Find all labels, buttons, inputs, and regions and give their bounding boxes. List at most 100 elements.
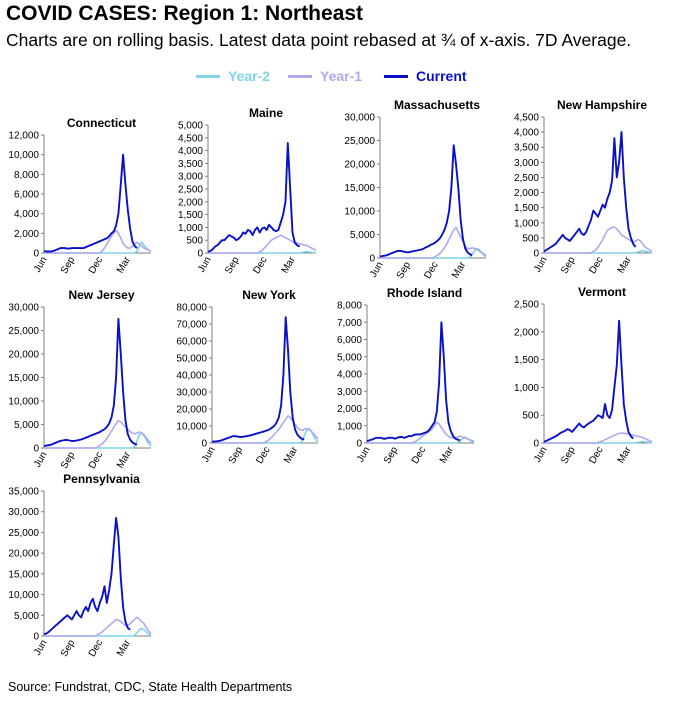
chart-title: Massachusetts: [394, 98, 480, 112]
x-tick-label: Sep: [382, 445, 401, 466]
x-tick-label: Dec: [254, 445, 272, 466]
y-tick-label: 10,000: [176, 422, 207, 433]
y-tick-label: 1,500: [514, 203, 539, 214]
chart-massachusetts: Massachusetts 0 5,000 10,000 15,000 20,000 25,…: [344, 98, 487, 281]
y-tick-label: 30,000: [8, 507, 39, 518]
chart-rhode-island: Rhode Island 0 1,000 2,000 3,000 4,000 5,000 6,…: [337, 286, 475, 466]
series-line-current: [543, 319, 634, 443]
legend-swatch-current: [384, 74, 408, 78]
y-tick-label: 0: [33, 249, 39, 260]
y-tick-label: 2,000: [178, 197, 203, 208]
y-tick-label: 1,500: [514, 355, 539, 366]
series-line-year-1: [44, 616, 152, 637]
y-tick-label: 5,000: [14, 611, 39, 622]
chart-new-york: New York 0 10,000 20,000 30,000 40,000 50,000 6…: [176, 288, 319, 466]
series-line-current: [207, 141, 301, 253]
chart-connecticut: Connecticut 0 2,000 4,000 6,000 8,000 10,000 12…: [8, 116, 152, 276]
y-tick-label: 60,000: [176, 337, 207, 348]
chart-new-jersey: New Jersey 0 5,000 10,000 15,000 20,000 25,000…: [8, 288, 152, 471]
y-tick-label: 20,000: [344, 160, 375, 171]
y-tick-label: 3,500: [178, 159, 203, 170]
series-line-current: [43, 153, 138, 253]
y-tick-label: 2,000: [337, 404, 362, 415]
legend-label-year-1: Year-1: [320, 68, 363, 84]
y-tick-label: 4,500: [178, 133, 203, 144]
y-tick-label: 3,000: [178, 172, 203, 183]
series-line-current: [211, 316, 305, 443]
legend-label-current: Current: [416, 68, 467, 84]
legend-swatch-year-1: [288, 74, 312, 78]
series-line-current: [366, 321, 461, 443]
y-tick-label: 2,000: [514, 188, 539, 199]
legend-swatch-year-2: [196, 74, 220, 78]
y-tick-label: 3,000: [337, 387, 362, 398]
y-tick-label: 15,000: [8, 569, 39, 580]
chart-title: Rhode Island: [387, 286, 462, 300]
x-tick-label: Sep: [559, 445, 578, 466]
series-line-current: [379, 144, 473, 258]
y-tick-label: 2,500: [514, 173, 539, 184]
x-tick-label: Sep: [559, 255, 578, 276]
y-tick-label: 70,000: [176, 320, 207, 331]
x-tick-label: Sep: [59, 255, 78, 276]
y-tick-label: 0: [201, 439, 207, 450]
y-tick-label: 25,000: [344, 136, 375, 147]
chart-title: New Jersey: [68, 288, 134, 302]
y-tick-label: 6,000: [14, 190, 39, 201]
x-tick-label: Mar: [438, 444, 456, 465]
page-title: COVID CASES: Region 1: Northeast: [6, 2, 364, 25]
x-tick-label: Sep: [395, 260, 414, 281]
y-tick-label: 12,000: [8, 131, 39, 142]
y-tick-label: 1,000: [514, 383, 539, 394]
y-tick-label: 0: [533, 249, 539, 260]
y-tick-label: 20,000: [8, 549, 39, 560]
y-tick-label: 6,000: [337, 335, 362, 346]
y-tick-label: 30,000: [176, 388, 207, 399]
series-line-year-1: [544, 226, 653, 254]
y-tick-label: 0: [533, 439, 539, 450]
y-tick-label: 500: [522, 233, 539, 244]
x-tick-label: Sep: [223, 255, 242, 276]
y-tick-label: 0: [33, 444, 39, 455]
y-tick-label: 15,000: [344, 183, 375, 194]
chart-pennsylvania: Pennsylvania 0 5,000 10,000 15,000 20,000 25,0…: [8, 472, 152, 659]
y-tick-label: 5,000: [337, 352, 362, 363]
y-tick-label: 10,000: [8, 150, 39, 161]
y-tick-label: 5,000: [178, 121, 203, 132]
x-tick-label: Dec: [251, 255, 269, 276]
y-tick-label: 4,500: [514, 113, 539, 124]
y-tick-label: 4,000: [14, 209, 39, 220]
y-tick-label: 40,000: [176, 371, 207, 382]
y-tick-label: 20,000: [8, 350, 39, 361]
series-line-year-1: [212, 414, 319, 444]
y-tick-label: 0: [197, 249, 203, 260]
x-tick-label: Mar: [616, 444, 634, 465]
series-line-year-1: [380, 226, 487, 259]
x-tick-label: Sep: [59, 638, 78, 659]
y-tick-label: 50,000: [176, 354, 207, 365]
y-tick-label: 2,500: [178, 185, 203, 196]
chart-title: Connecticut: [67, 116, 136, 130]
series-line-year-1: [208, 234, 317, 254]
series-line-current: [43, 516, 131, 636]
y-tick-label: 5,000: [14, 420, 39, 431]
y-tick-label: 0: [369, 254, 375, 265]
x-tick-label: Sep: [227, 445, 246, 466]
y-tick-label: 1,000: [514, 218, 539, 229]
x-tick-label: Dec: [587, 255, 605, 276]
series-line-current: [43, 317, 138, 448]
y-tick-label: 1,000: [337, 421, 362, 432]
source-note: Source: Fundstrat, CDC, State Health Dep…: [8, 680, 293, 694]
legend: Year-2 Year-1 Current: [0, 68, 677, 94]
y-tick-label: 80,000: [176, 303, 207, 314]
x-tick-label: Dec: [587, 445, 605, 466]
y-tick-label: 7,000: [337, 318, 362, 329]
chart-new-hampshire: New Hampshire 0 500 1,000 1,500 2,000 2,500 3,0…: [514, 98, 653, 276]
y-tick-label: 8,000: [14, 170, 39, 181]
y-tick-label: 15,000: [8, 373, 39, 384]
y-tick-label: 2,500: [514, 300, 539, 311]
chart-title: New York: [242, 288, 296, 302]
x-tick-label: Dec: [87, 255, 105, 276]
